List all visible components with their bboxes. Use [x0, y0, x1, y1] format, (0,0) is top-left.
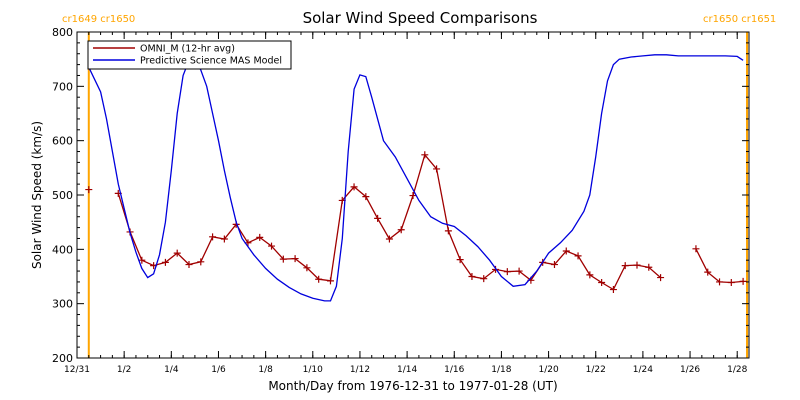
y-tick-label: 400 [52, 243, 73, 256]
data-point-marker [268, 242, 276, 250]
chart-title: Solar Wind Speed Comparisons [303, 9, 538, 27]
data-point-marker [209, 233, 217, 241]
data-point-marker [303, 264, 311, 272]
data-point-marker [503, 268, 511, 276]
data-point-marker [562, 247, 570, 255]
y-axis-title: Solar Wind Speed (km/s) [30, 121, 44, 269]
series-line [88, 54, 744, 302]
data-point-marker [385, 235, 393, 243]
data-point-marker [468, 273, 476, 280]
x-tick-label: 1/10 [303, 365, 323, 375]
data-point-marker [727, 278, 735, 286]
data-point-marker [657, 274, 665, 282]
data-point-marker [456, 256, 464, 264]
carrington-rotation-label: cr1650 cr1651 [703, 14, 776, 25]
data-point-marker [515, 267, 523, 275]
data-point-marker [739, 277, 747, 285]
x-tick-label: 1/8 [258, 365, 273, 375]
data-point-marker [444, 227, 452, 235]
x-tick-label: 1/24 [633, 365, 653, 375]
data-point-marker [609, 286, 617, 294]
y-tick-label: 500 [52, 189, 73, 202]
legend-box [87, 40, 292, 70]
data-point-marker [256, 233, 264, 241]
data-point-marker [291, 255, 299, 263]
data-point-marker [350, 183, 358, 191]
data-point-marker [598, 278, 606, 286]
x-tick-label: 1/28 [727, 365, 747, 375]
data-point-marker [645, 263, 653, 271]
series-layer [85, 54, 747, 302]
data-point-marker [550, 261, 558, 269]
y-tick-label: 700 [52, 80, 73, 93]
legend: OMNI_M (12-hr avg)Predictive Science MAS… [87, 40, 292, 70]
data-point-marker [161, 258, 169, 266]
x-tick-label: 1/18 [491, 365, 511, 375]
data-point-marker [197, 258, 205, 266]
x-tick-label: 1/12 [350, 365, 370, 375]
x-tick-label: 1/14 [397, 365, 417, 375]
data-point-marker [692, 245, 700, 253]
y-tick-label: 800 [52, 26, 73, 39]
data-point-marker [374, 214, 382, 222]
data-point-marker [173, 249, 181, 257]
data-point-marker [409, 192, 417, 200]
x-tick-label: 1/16 [444, 365, 464, 375]
x-tick-label: 1/2 [117, 365, 131, 375]
data-point-marker [397, 226, 405, 234]
y-axis-ticks: 200 300 400 500 600 700 800 [52, 26, 749, 365]
data-point-marker [279, 255, 287, 263]
data-point-marker [586, 271, 594, 279]
data-point-marker [480, 275, 488, 283]
x-tick-label: 12/31 [64, 365, 90, 375]
data-point-marker [185, 261, 193, 269]
y-tick-label: 600 [52, 135, 73, 148]
data-point-marker [421, 151, 429, 159]
data-point-marker [621, 262, 629, 270]
legend-label: OMNI_M (12-hr avg) [140, 44, 235, 55]
data-point-marker [704, 268, 712, 276]
data-point-marker [85, 186, 93, 194]
legend-label: Predictive Science MAS Model [140, 56, 282, 67]
x-tick-label: 1/4 [164, 365, 179, 375]
data-point-marker [362, 193, 370, 201]
x-tick-label: 1/6 [211, 365, 226, 375]
data-point-marker [220, 235, 228, 243]
data-point-marker [574, 252, 582, 260]
data-point-marker [633, 261, 641, 269]
data-point-marker [716, 278, 724, 286]
data-point-marker [433, 165, 441, 173]
x-axis-title: Month/Day from 1976-12-31 to 1977-01-28 … [268, 379, 557, 393]
x-tick-label: 1/20 [538, 365, 558, 375]
y-tick-label: 300 [52, 298, 73, 311]
data-point-marker [326, 277, 334, 285]
x-tick-label: 1/26 [680, 365, 700, 375]
data-point-marker [315, 275, 323, 283]
x-tick-label: 1/22 [586, 365, 606, 375]
x-axis-ticks: 12/31 1/2 1/4 1/6 1/8 1/10 1/12 1/14 1/16 1/18 1/2… [64, 32, 750, 375]
carrington-rotation-label: cr1649 cr1650 [62, 14, 135, 25]
y-tick-label: 200 [52, 352, 73, 365]
